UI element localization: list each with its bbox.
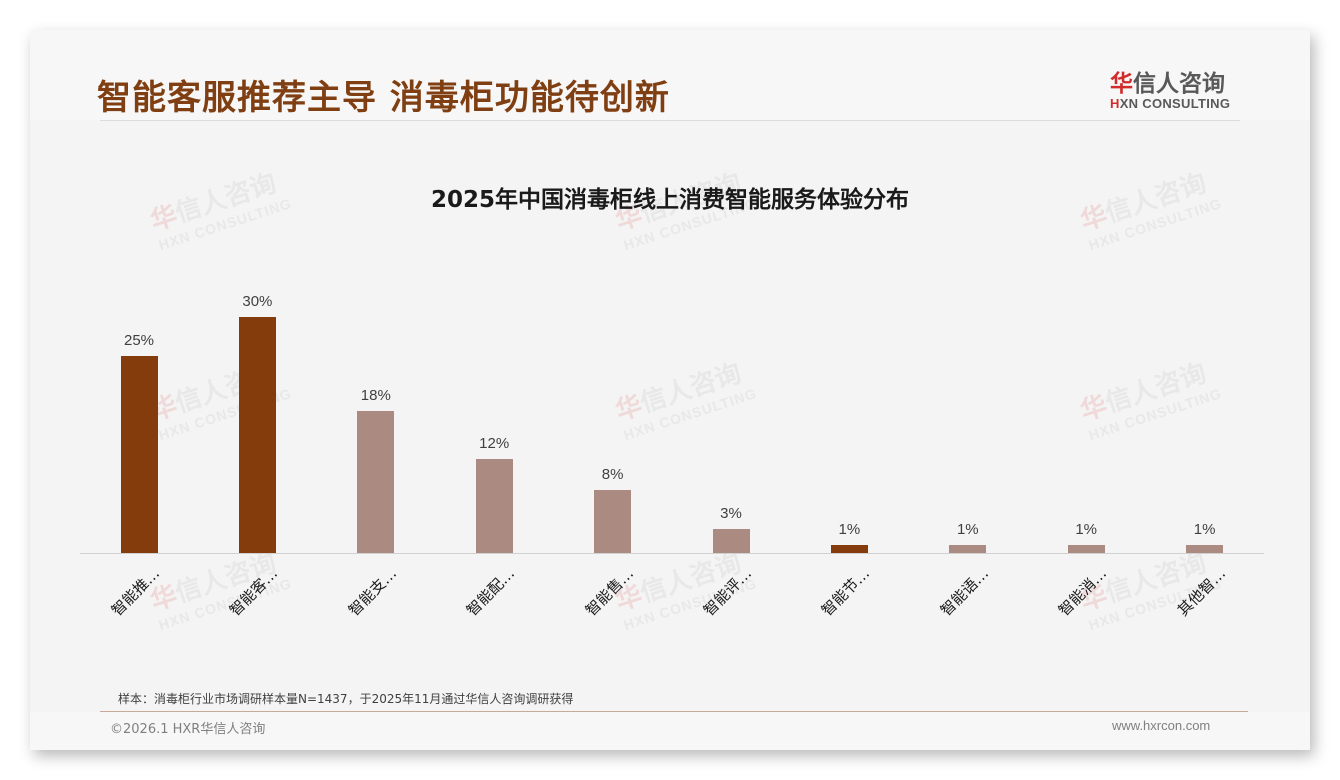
footer-divider bbox=[100, 711, 1248, 712]
x-axis-label: 智能售… bbox=[581, 564, 637, 620]
bar bbox=[594, 490, 632, 553]
bar-value-label: 1% bbox=[1075, 521, 1098, 539]
bar bbox=[1067, 545, 1105, 553]
bar-value-label: 30% bbox=[242, 293, 273, 310]
bar-value-label: 1% bbox=[956, 521, 979, 539]
x-axis-label: 其他智… bbox=[1173, 564, 1229, 620]
bar-value-label: 1% bbox=[838, 521, 861, 539]
logo-cn: 华信人咨询 bbox=[1110, 64, 1245, 98]
logo-en: HXN CONSULTING bbox=[1110, 96, 1245, 111]
header-divider bbox=[100, 120, 1240, 121]
x-axis-label: 智能节… bbox=[818, 564, 874, 620]
logo: 华信人咨询 HXN CONSULTING bbox=[1110, 64, 1245, 111]
bar bbox=[120, 356, 158, 553]
x-axis-label: 智能消… bbox=[1055, 564, 1111, 620]
chart-title: 2025年中国消毒柜线上消费智能服务体验分布 bbox=[430, 187, 909, 213]
bar bbox=[712, 529, 750, 553]
logo-cn-rest: 信人咨询 bbox=[1133, 71, 1225, 97]
x-axis-label: 智能支… bbox=[344, 564, 400, 620]
website-link[interactable]: www.hxrcon.com bbox=[1112, 718, 1211, 733]
x-axis-label: 智能配… bbox=[463, 564, 519, 620]
x-axis-label: 智能推… bbox=[107, 564, 164, 620]
bar bbox=[238, 317, 276, 553]
logo-en-rest: XN CONSULTING bbox=[1119, 96, 1231, 111]
sample-note: 样本：消毒柜行业市场调研样本量N=1437，于2025年11月通过华信人咨询调研… bbox=[118, 692, 574, 706]
copyright: ©2026.1 HXR华信人咨询 bbox=[110, 722, 266, 737]
header-band bbox=[30, 30, 1310, 120]
logo-hua-char: 华 bbox=[1110, 71, 1133, 97]
x-axis-baseline bbox=[80, 553, 1264, 554]
slide: 智能客服推荐主导 消毒柜功能待创新 华信人咨询 HXN CONSULTING 华… bbox=[30, 30, 1310, 750]
x-axis-label: 智能语… bbox=[936, 564, 992, 620]
logo-h-char: H bbox=[1110, 96, 1120, 111]
bar bbox=[949, 545, 987, 553]
page-title: 智能客服推荐主导 消毒柜功能待创新 bbox=[97, 78, 670, 118]
x-axis-label: 智能评… bbox=[699, 564, 756, 620]
footer-band bbox=[30, 712, 1310, 750]
bar-chart: 25% 智能推… 30% 智能客… 18% 智能支… 12% 智能配… 8% 智能售… 3% 智能评…… bbox=[80, 270, 1264, 620]
bar-value-label: 25% bbox=[123, 332, 155, 350]
bar bbox=[475, 458, 513, 553]
bar-value-label: 18% bbox=[360, 387, 391, 405]
bar bbox=[357, 411, 395, 553]
x-axis-label: 智能客… bbox=[226, 564, 282, 620]
bar-value-label: 12% bbox=[479, 434, 510, 452]
bar-value-label: 3% bbox=[720, 505, 742, 523]
bar-value-label: 8% bbox=[601, 466, 624, 484]
bar-value-label: 1% bbox=[1193, 521, 1216, 539]
bar bbox=[1186, 545, 1224, 553]
bar bbox=[830, 545, 868, 553]
